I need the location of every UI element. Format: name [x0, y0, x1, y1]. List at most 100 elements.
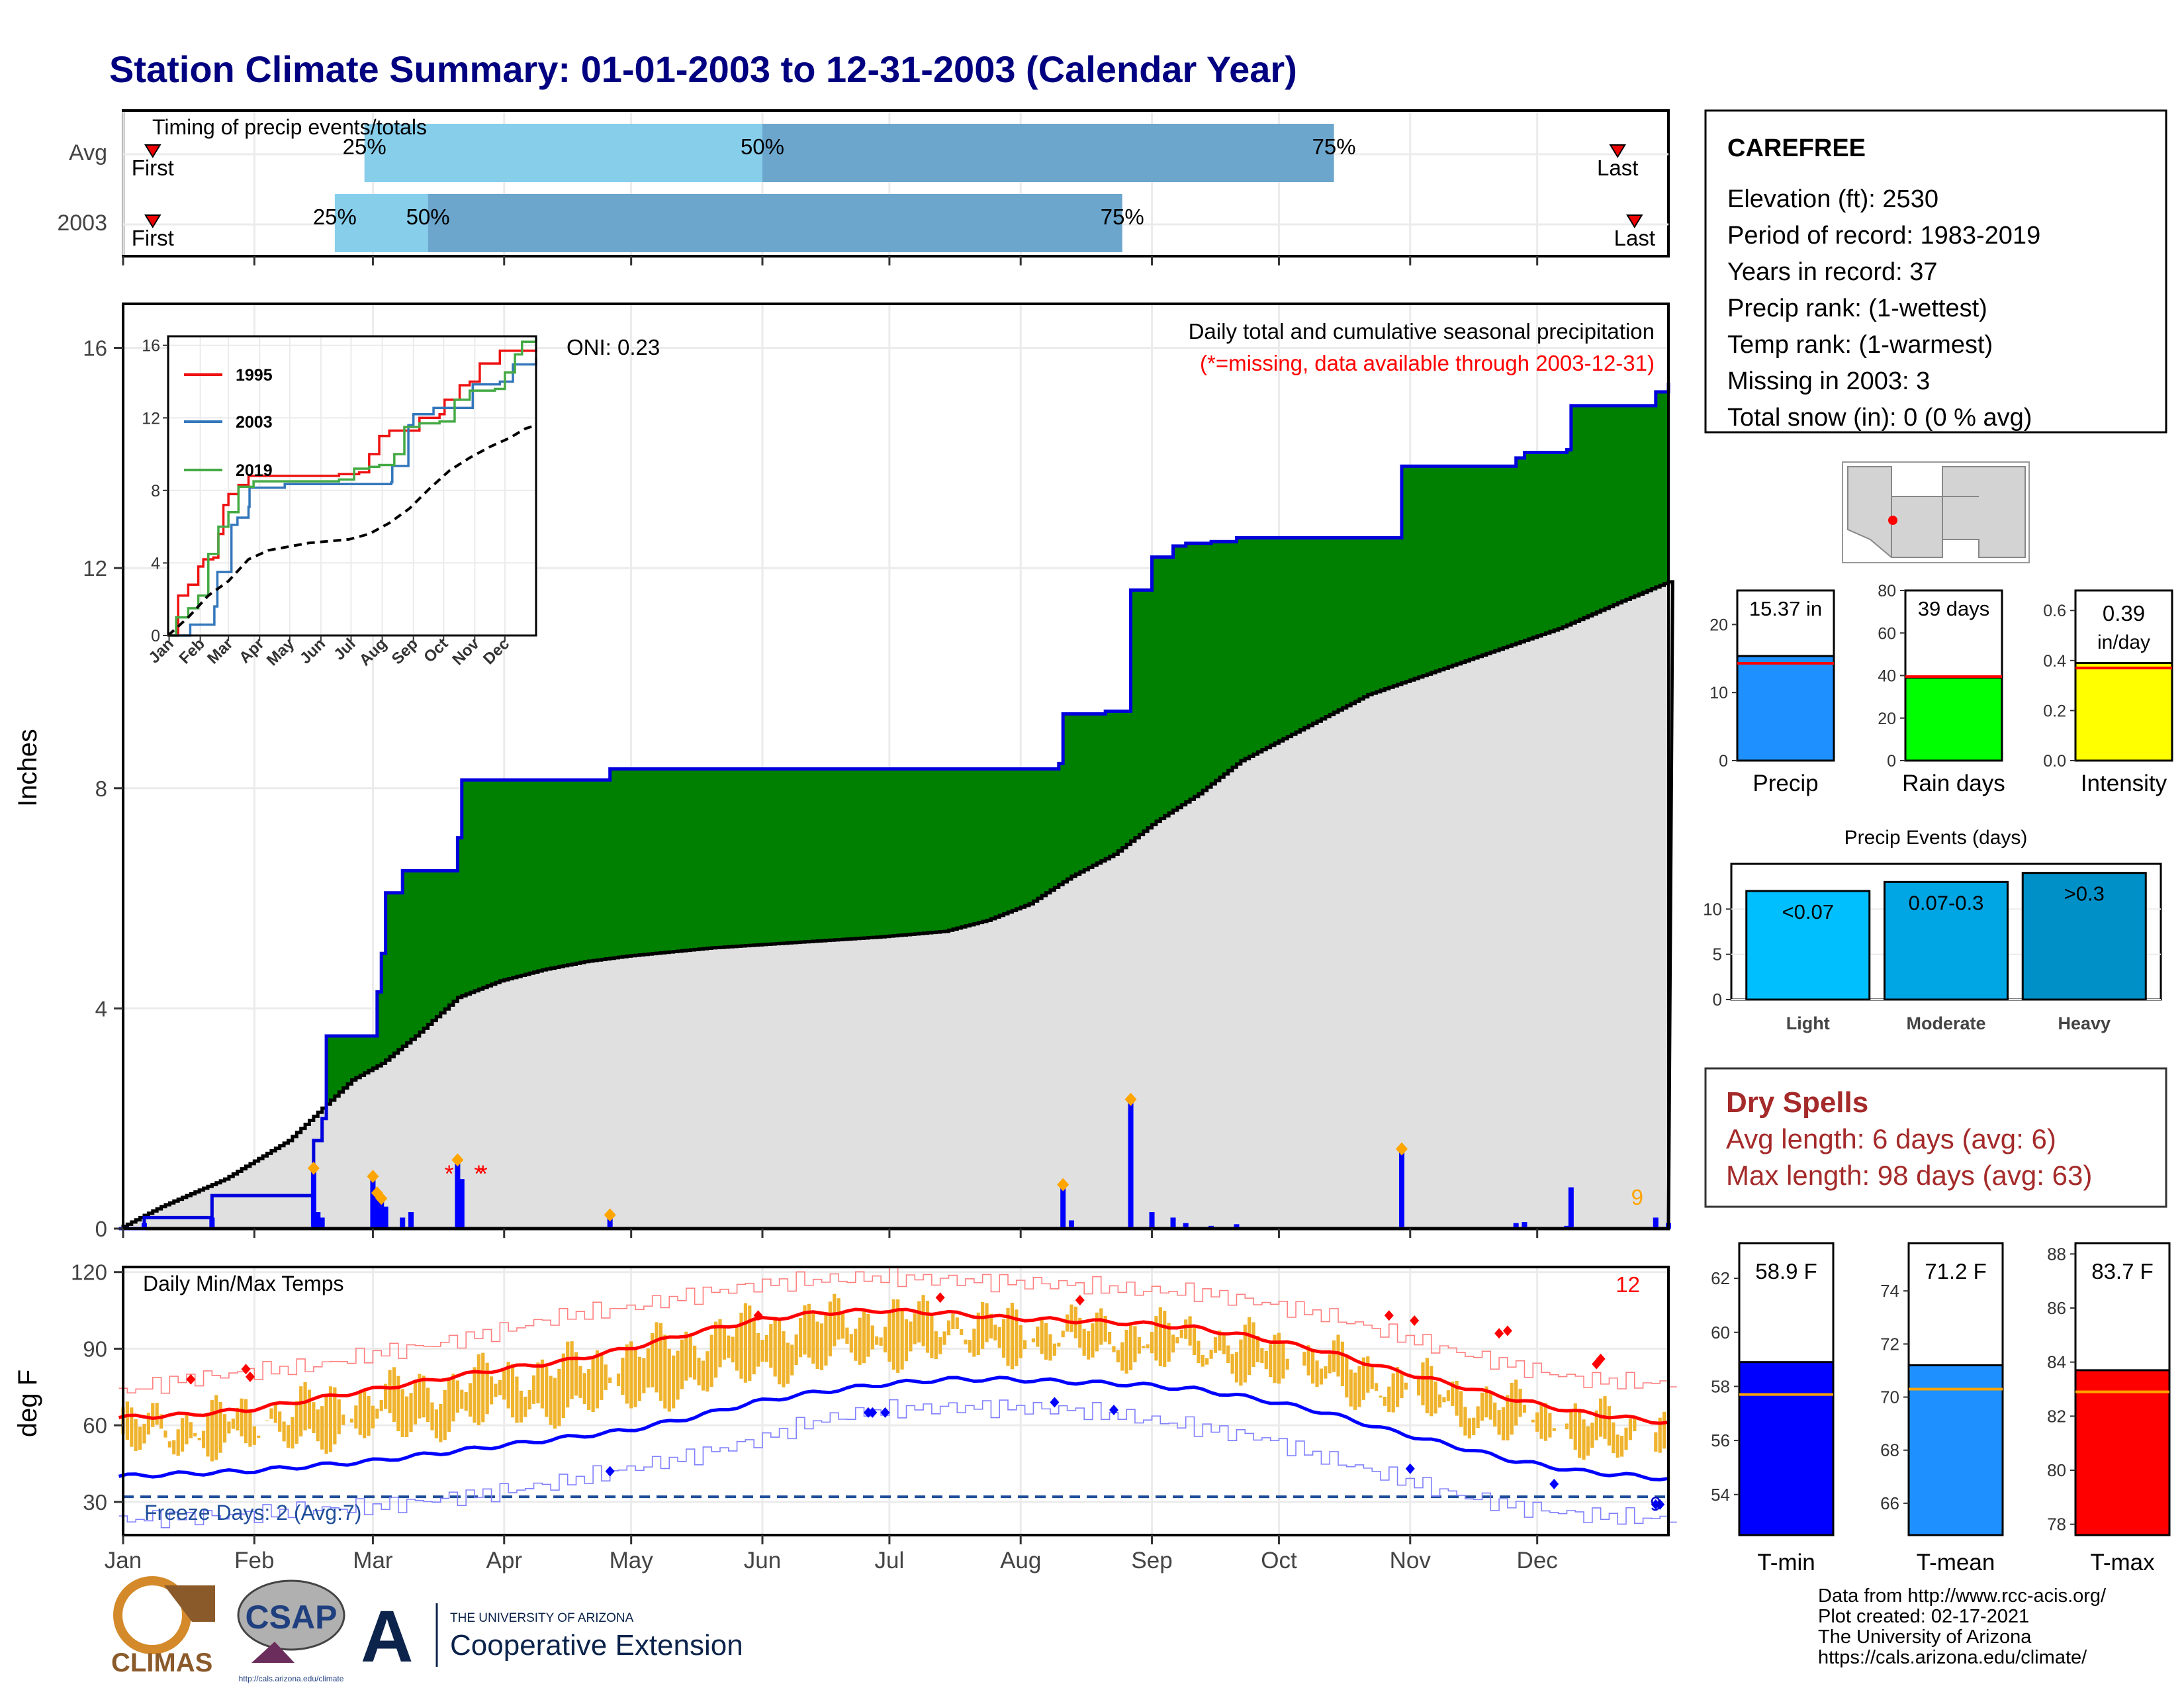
daily-temp-bar — [946, 1320, 951, 1336]
record-high-marker — [186, 1374, 196, 1385]
record-high-marker — [245, 1371, 255, 1382]
daily-temp-bar — [1535, 1412, 1539, 1432]
above-avg-area — [1113, 711, 1119, 855]
summary-chart-rain-days: 0 20 40 60 80 39 days Rain days — [1878, 582, 2005, 796]
daily-temp-bar — [727, 1335, 731, 1358]
above-avg-area — [1148, 590, 1153, 828]
daily-temp-bar — [328, 1386, 333, 1452]
temp-summary-charts: 54 56 58 60 62 58.9 F T-min 66 68 70 72 74 71.2 F T-m… — [1711, 1242, 2171, 1575]
temp-summary-y-tick-label: 72 — [1880, 1334, 1899, 1354]
daily-temp-bar — [646, 1348, 650, 1388]
summary-y-tick-label: 60 — [1878, 624, 1896, 643]
above-avg-area — [449, 870, 454, 1006]
record-low-marker — [868, 1407, 878, 1418]
temp-y-tick-label: 30 — [83, 1490, 107, 1515]
daily-temp-bar — [320, 1406, 324, 1450]
events-category-label: Heavy — [2058, 1013, 2111, 1033]
daily-temp-bar — [1476, 1406, 1480, 1429]
top-precip-marker — [367, 1170, 379, 1184]
daily-temp-bar — [672, 1355, 676, 1409]
daily-temp-bar — [536, 1362, 540, 1403]
above-avg-area — [588, 780, 594, 961]
daily-temp-bar — [985, 1303, 989, 1342]
above-avg-area — [1181, 545, 1187, 805]
daily-temp-bar — [282, 1421, 286, 1442]
daily-temp-bar — [1552, 1428, 1556, 1431]
daily-temp-bar — [1539, 1403, 1543, 1439]
above-avg-area — [919, 769, 924, 934]
daily-temp-bar — [1040, 1319, 1044, 1354]
top-precip-marker — [604, 1208, 616, 1222]
daily-temp-bar — [930, 1316, 934, 1358]
daily-temp-bar — [854, 1329, 858, 1361]
above-avg-area — [1660, 392, 1665, 586]
daily-temp-bar — [502, 1370, 506, 1400]
daily-temp-bar — [1578, 1409, 1582, 1458]
above-avg-area — [728, 769, 734, 947]
above-avg-area — [724, 769, 729, 947]
daily-temp-bar — [422, 1376, 426, 1418]
daily-temp-bar — [439, 1404, 443, 1442]
dry-spells-frame — [1704, 1067, 2167, 1208]
above-avg-area — [893, 769, 899, 936]
missing-day-marker: * — [445, 1160, 454, 1187]
above-avg-area — [1253, 538, 1259, 755]
record-high-marker — [1502, 1325, 1512, 1336]
daily-precip-bar — [1653, 1217, 1659, 1229]
daily-temp-bar — [896, 1299, 900, 1373]
daily-temp-bar — [163, 1430, 167, 1438]
daily-temp-bar — [655, 1322, 659, 1393]
timing-p50-label: 50% — [406, 205, 450, 229]
daily-temp-bar — [815, 1321, 819, 1370]
summary-y-tick-label: 80 — [1878, 582, 1896, 600]
daily-temp-bar — [142, 1423, 146, 1444]
daily-temp-bar — [481, 1352, 485, 1423]
daily-temp-bar — [273, 1405, 277, 1423]
daily-temp-bar — [1010, 1303, 1015, 1370]
above-avg-area — [652, 769, 657, 954]
events-y-tick-label: 5 — [1713, 945, 1722, 964]
daily-temp-bar — [379, 1399, 383, 1411]
events-bar-label: 0.07-0.3 — [1909, 891, 1984, 914]
daily-temp-bar — [1230, 1354, 1234, 1374]
precip-y-tick-label: 16 — [83, 336, 107, 361]
daily-precip-bar — [1183, 1223, 1189, 1229]
summary-y-tick-label: 10 — [1709, 684, 1728, 702]
timing-p75-label: 75% — [1312, 134, 1356, 159]
csap-logo-text: CSAP — [246, 1599, 338, 1636]
daily-temp-bar — [900, 1309, 904, 1370]
daily-temp-bar — [1154, 1316, 1158, 1361]
timing-first-label: First — [132, 156, 174, 180]
daily-temp-bar — [798, 1317, 803, 1358]
daily-temp-bar — [180, 1418, 185, 1452]
daily-temp-bar — [1620, 1436, 1624, 1457]
summary-value-unit: in/day — [2097, 632, 2150, 653]
above-avg-area — [817, 769, 823, 941]
daily-temp-bar — [709, 1335, 713, 1387]
above-avg-area — [597, 780, 602, 961]
daily-temp-bar — [464, 1391, 468, 1411]
above-avg-area — [1228, 541, 1233, 771]
daily-temp-bar — [1095, 1312, 1099, 1352]
daily-temp-bar — [1002, 1319, 1006, 1358]
above-avg-area — [1639, 405, 1644, 594]
above-avg-area — [788, 769, 793, 943]
daily-temp-bar — [1349, 1369, 1353, 1407]
daily-temp-bar — [1594, 1410, 1598, 1440]
daily-temp-bar — [663, 1335, 667, 1409]
above-avg-area — [842, 769, 848, 940]
ua-logo: A THE UNIVERSITY OF ARIZONA Cooperative … — [361, 1596, 743, 1677]
daily-temp-bar — [201, 1430, 206, 1448]
daily-temp-bar — [1497, 1410, 1501, 1435]
daily-temp-bar — [1133, 1326, 1137, 1362]
above-avg-area — [1101, 714, 1106, 861]
daily-temp-bar — [676, 1350, 680, 1400]
daily-temp-bar — [1015, 1309, 1019, 1366]
daily-temp-bar — [1628, 1418, 1633, 1440]
daily-temp-bar — [731, 1336, 735, 1363]
daily-temp-bar — [252, 1426, 256, 1445]
record-low-marker — [1050, 1397, 1060, 1408]
record-high-marker — [241, 1364, 251, 1375]
daily-temp-bar — [477, 1354, 480, 1426]
daily-temp-bar — [1467, 1418, 1471, 1438]
